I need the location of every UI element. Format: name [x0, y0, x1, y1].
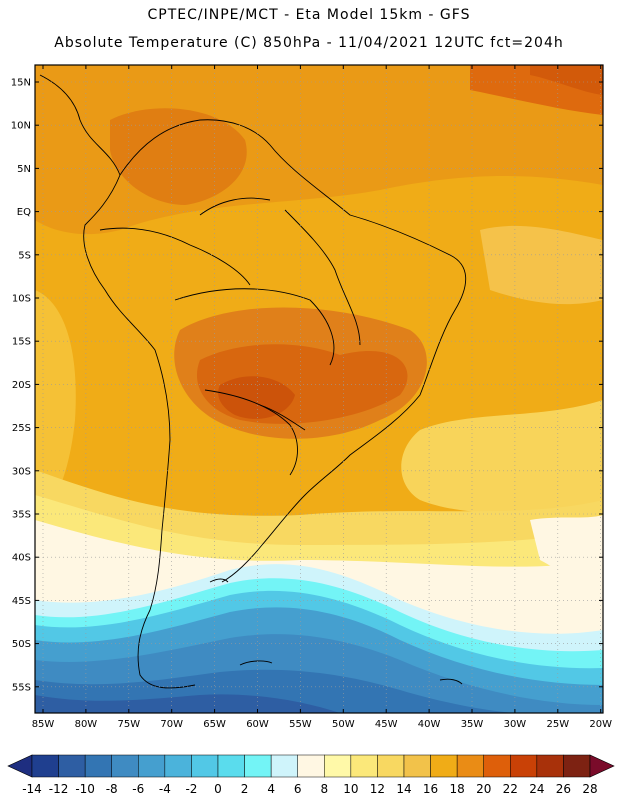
- map-frame: [34, 64, 604, 714]
- colorbar-under-arrow: [7, 754, 33, 778]
- colorbar-swatch: [350, 754, 378, 778]
- lon-tick-label: 20W: [589, 719, 612, 730]
- colorbar-swatch: [563, 754, 591, 778]
- colorbar-swatch: [483, 754, 511, 778]
- colorbar-label: -4: [159, 782, 171, 796]
- colorbar-swatch: [297, 754, 325, 778]
- lat-tick-label: 10S: [12, 294, 31, 305]
- colorbar-swatch: [510, 754, 538, 778]
- lon-tick-label: 40W: [418, 719, 441, 730]
- temperature-field: [35, 65, 603, 713]
- colorbar-label: 28: [582, 782, 597, 796]
- colorbar-label: -8: [106, 782, 118, 796]
- colorbar-label: 6: [294, 782, 302, 796]
- lon-tick-label: 50W: [332, 719, 355, 730]
- lat-tick-label: 30S: [12, 466, 31, 477]
- colorbar-labels: -14 -12 -10 -8 -6 -4 -2 0 2 4 6 8 10 12 14 16 18 20 22 24 26…: [22, 782, 597, 796]
- colorbar-label: -6: [132, 782, 144, 796]
- lon-tick-label: 45W: [375, 719, 398, 730]
- colorbar-label: 0: [214, 782, 222, 796]
- colorbar-label: 14: [396, 782, 411, 796]
- lon-tick-label: 60W: [246, 719, 269, 730]
- colorbar-swatch: [430, 754, 458, 778]
- colorbar-label: -2: [185, 782, 197, 796]
- lon-tick-label: 55W: [289, 719, 312, 730]
- colorbar-swatch: [31, 754, 59, 778]
- lon-tick-label: 70W: [160, 719, 183, 730]
- lon-tick-label: 30W: [504, 719, 527, 730]
- lat-tick-label: 55S: [12, 682, 31, 693]
- lat-tick-label: 45S: [12, 596, 31, 607]
- map-title-line-1: CPTEC/INPE/MCT - Eta Model 15km - GFS: [147, 7, 471, 23]
- colorbar-swatch: [111, 754, 139, 778]
- lat-tick-label: 40S: [12, 553, 31, 564]
- colorbar-swatch: [191, 754, 219, 778]
- colorbar-label: 2: [241, 782, 249, 796]
- lat-tick-label: 20S: [12, 380, 31, 391]
- lat-tick-label: EQ: [17, 207, 31, 218]
- colorbar-label: 8: [320, 782, 328, 796]
- lat-tick-label: 10N: [11, 121, 31, 132]
- colorbar-swatch: [270, 754, 298, 778]
- lon-tick-label: 65W: [203, 719, 226, 730]
- colorbar-label: 20: [476, 782, 491, 796]
- colorbar-label: -10: [75, 782, 95, 796]
- lon-tick-label: 85W: [32, 719, 55, 730]
- temperature-colorbar: [7, 754, 615, 778]
- lon-tick-label: 25W: [546, 719, 569, 730]
- colorbar-swatch: [536, 754, 564, 778]
- colorbar-swatch: [456, 754, 484, 778]
- colorbar-swatch: [403, 754, 431, 778]
- colorbar-swatch: [58, 754, 86, 778]
- colorbar-label: 10: [343, 782, 358, 796]
- colorbar-label: 4: [267, 782, 275, 796]
- lat-tick-label: 5N: [17, 164, 31, 175]
- colorbar-label: 22: [503, 782, 518, 796]
- map-title-line-2: Absolute Temperature (C) 850hPa - 11/04/…: [54, 35, 564, 51]
- lat-tick-label: 15S: [12, 337, 31, 348]
- colorbar-swatch: [244, 754, 272, 778]
- colorbar-swatch: [138, 754, 166, 778]
- coastline-borders: [39, 74, 467, 689]
- colorbar-label: 24: [529, 782, 544, 796]
- colorbar-label: 16: [423, 782, 438, 796]
- colorbar-swatch: [217, 754, 245, 778]
- lat-tick-label: 5S: [18, 250, 31, 261]
- lon-tick-label: 35W: [461, 719, 484, 730]
- colorbar-swatch: [84, 754, 112, 778]
- latitude-axis: 15N 10N 5N EQ 5S 10S 15S 20S 25S 30S 35S 40S 45S 50S 5…: [11, 78, 603, 693]
- colorbar-label: -12: [49, 782, 69, 796]
- colorbar-label: 12: [370, 782, 385, 796]
- colorbar-over-arrow: [589, 754, 615, 778]
- longitude-axis: 85W 80W 75W 70W 65W 60W 55W 50W 45W 40W 35W 30W 25W 2…: [32, 65, 612, 730]
- lat-tick-label: 15N: [11, 78, 31, 89]
- colorbar-swatch: [164, 754, 192, 778]
- colorbar-label: 26: [556, 782, 571, 796]
- lat-tick-label: 35S: [12, 510, 31, 521]
- colorbar-label: -14: [22, 782, 42, 796]
- lat-tick-label: 25S: [12, 423, 31, 434]
- colorbar-swatch: [377, 754, 405, 778]
- lat-tick-label: 50S: [12, 639, 31, 650]
- graticule-grid: [35, 65, 603, 713]
- lon-tick-label: 75W: [117, 719, 140, 730]
- colorbar-swatch: [324, 754, 352, 778]
- lon-tick-label: 80W: [75, 719, 98, 730]
- colorbar-label: 18: [450, 782, 465, 796]
